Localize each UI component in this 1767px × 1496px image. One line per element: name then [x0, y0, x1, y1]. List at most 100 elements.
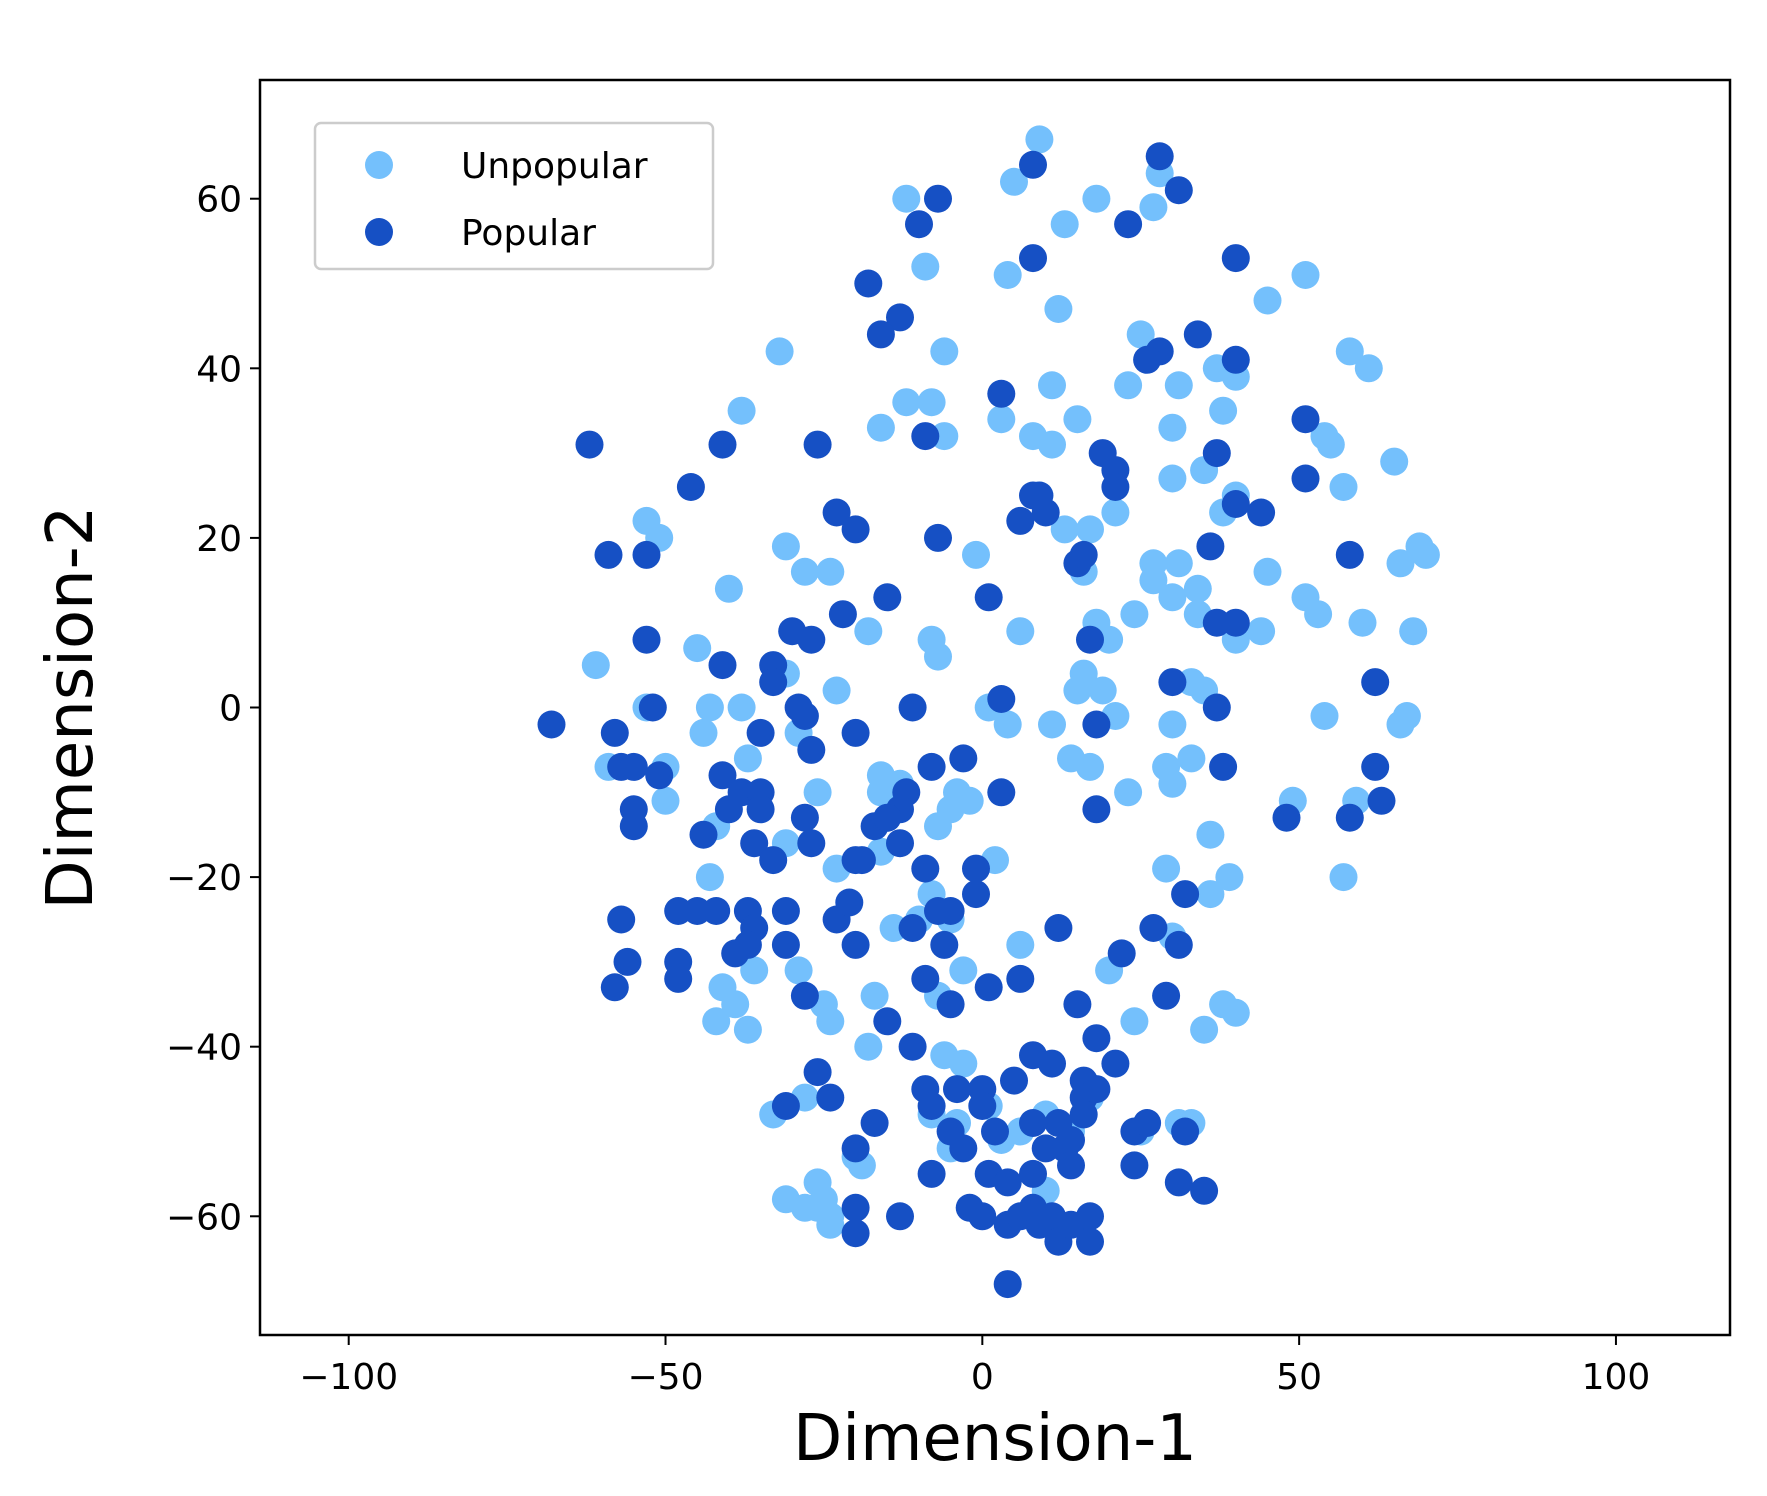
point-unpopular	[1196, 880, 1225, 909]
legend: Unpopular Popular	[313, 121, 715, 271]
point-unpopular	[1380, 447, 1409, 476]
point-unpopular	[765, 337, 794, 366]
point-unpopular	[1209, 396, 1238, 425]
point-unpopular	[1114, 778, 1143, 807]
point-popular	[924, 184, 952, 213]
point-popular	[962, 880, 990, 909]
point-popular	[1019, 244, 1047, 273]
points-layer	[537, 125, 1440, 1299]
point-popular	[1057, 1126, 1085, 1154]
point-popular	[1069, 1100, 1098, 1129]
point-popular	[1183, 320, 1212, 349]
point-unpopular	[1221, 998, 1250, 1027]
point-unpopular	[1076, 752, 1104, 781]
point-popular	[962, 854, 990, 883]
point-popular	[898, 1032, 927, 1061]
point-popular	[905, 210, 933, 239]
point-popular	[645, 761, 674, 790]
point-unpopular	[1253, 557, 1282, 586]
point-unpopular	[917, 388, 946, 417]
point-popular	[841, 846, 870, 875]
point-popular	[708, 761, 737, 790]
point-unpopular	[803, 778, 832, 807]
point-unpopular	[727, 693, 756, 722]
point-unpopular	[854, 1032, 883, 1061]
point-popular	[1164, 930, 1193, 959]
point-unpopular	[1183, 574, 1212, 603]
point-popular	[619, 812, 648, 841]
point-unpopular	[892, 388, 921, 417]
y-tick-label: −20	[166, 858, 242, 899]
point-unpopular	[784, 956, 813, 985]
point-popular	[974, 973, 1003, 1002]
point-popular	[886, 303, 914, 332]
point-popular	[638, 693, 667, 722]
point-unpopular	[1411, 540, 1440, 569]
point-unpopular	[1354, 354, 1383, 383]
point-unpopular	[1196, 820, 1225, 849]
point-unpopular	[733, 744, 762, 773]
point-unpopular	[1158, 583, 1187, 612]
point-popular	[866, 320, 895, 349]
point-popular	[746, 795, 775, 824]
y-tick-label: 60	[196, 180, 242, 221]
point-unpopular	[727, 396, 756, 425]
point-popular	[594, 540, 623, 569]
point-popular	[1114, 210, 1143, 239]
point-unpopular	[816, 557, 845, 586]
y-axis-ticks: −60 −40 −20 0 20 40 60	[166, 180, 260, 1238]
point-popular	[632, 540, 661, 569]
series-popular	[537, 142, 1396, 1299]
point-popular	[841, 930, 870, 959]
point-popular	[1038, 1049, 1066, 1078]
point-popular	[1196, 532, 1225, 561]
point-unpopular	[733, 1015, 762, 1044]
point-unpopular	[1177, 744, 1206, 773]
point-popular	[771, 1092, 800, 1120]
point-popular	[841, 1219, 870, 1248]
point-popular	[803, 430, 832, 459]
point-popular	[886, 829, 914, 858]
point-popular	[771, 897, 800, 925]
point-unpopular	[949, 1049, 978, 1078]
point-unpopular	[1399, 617, 1428, 646]
point-unpopular	[1158, 464, 1187, 493]
point-popular	[835, 888, 864, 917]
point-popular	[1082, 1075, 1111, 1104]
point-unpopular	[860, 981, 889, 1010]
point-popular	[1133, 1109, 1162, 1137]
point-popular	[1044, 914, 1073, 942]
point-popular	[1367, 786, 1396, 815]
point-popular	[613, 947, 642, 976]
point-popular	[600, 973, 629, 1002]
point-unpopular	[1158, 413, 1187, 442]
point-popular	[714, 795, 743, 824]
point-popular	[987, 379, 1016, 408]
point-unpopular	[1335, 337, 1364, 366]
point-popular	[943, 1075, 971, 1104]
point-unpopular	[854, 617, 883, 646]
point-unpopular	[1050, 210, 1079, 239]
point-popular	[1202, 693, 1231, 722]
point-popular	[968, 1092, 997, 1120]
point-popular	[1139, 914, 1168, 942]
legend-marker-popular	[365, 218, 393, 246]
point-popular	[1006, 964, 1035, 993]
x-tick-label: 50	[1276, 1357, 1322, 1398]
point-unpopular	[1253, 286, 1282, 315]
point-popular	[1291, 464, 1320, 493]
point-unpopular	[955, 786, 984, 815]
point-popular	[771, 930, 800, 959]
point-popular	[816, 1083, 845, 1112]
point-popular	[607, 905, 636, 934]
point-unpopular	[1164, 549, 1193, 578]
point-popular	[1152, 981, 1181, 1010]
point-unpopular	[1025, 125, 1054, 154]
point-unpopular	[1101, 498, 1130, 527]
point-popular	[1272, 803, 1301, 832]
point-popular	[949, 744, 978, 773]
point-unpopular	[695, 693, 724, 722]
point-popular	[993, 1168, 1022, 1197]
point-popular	[708, 430, 737, 459]
point-popular	[1158, 668, 1187, 697]
